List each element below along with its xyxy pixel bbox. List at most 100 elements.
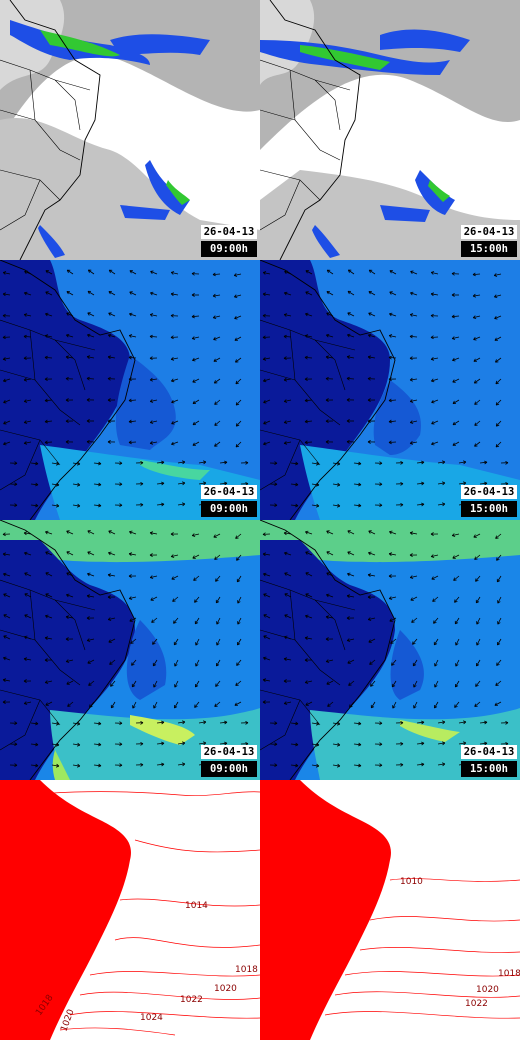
wind-vector [431,399,439,403]
wind-vector [45,637,53,640]
wind-vector-head [441,481,446,486]
wind-vector-head [150,291,154,296]
wind-vector-head [181,720,186,725]
wind-vector-head [347,333,351,338]
wind-vector [171,378,179,382]
wind-vector-head [388,334,393,338]
wind-vector [347,334,355,338]
wind-vector-head [283,313,288,317]
time-label: 15:00h [461,501,517,517]
wind-vector [495,357,502,363]
wind-vector-head [454,599,458,603]
wind-vector-head [367,355,372,360]
wind-vector-head [119,482,123,487]
wind-vector [452,336,460,339]
wind-vector [473,357,481,362]
wind-vector-head [215,599,220,604]
wind-vector [172,596,179,602]
wind-vector-head [236,557,240,561]
wind-vector [431,293,439,296]
wind-vector [304,399,313,402]
wind-vector [89,701,95,708]
wind-vector-head [195,684,199,688]
wind-vector [473,336,481,340]
wind-vector-head [452,555,456,559]
wind-vector-head [235,444,240,448]
wind-vector [24,314,32,317]
wind-vector [128,399,137,401]
wind-vector-head [213,336,217,341]
wind-vector [24,552,32,556]
wind-vector-head [86,419,90,423]
wind-vector-head [496,662,500,666]
wind-vector-head [274,503,278,508]
wind-vector-head [388,355,392,360]
wind-vector [458,482,466,485]
wind-vector-head [237,600,241,604]
timestamp-badge: 26-04-13 09:00h [201,485,257,517]
wind-vector-head [434,705,438,709]
wind-vector-head [67,703,71,707]
wind-vector-head [66,572,70,576]
wind-vector [235,533,242,539]
wind-vector-head [389,312,393,317]
wind-vector-head [191,533,196,537]
wind-vector [474,399,481,405]
wind-vector [128,441,137,443]
wind-vector-head [140,481,144,486]
wind-vector-head [284,551,288,556]
wind-vector [416,763,425,766]
wind-vector [177,503,185,506]
wind-vector [45,701,53,706]
wind-vector [305,313,313,317]
wind-vector [326,356,334,359]
wind-vector-head [400,762,404,767]
wind-vector-head [212,293,217,298]
wind-vector-head [304,377,308,382]
wind-vector [214,420,221,426]
wind-vector-head [45,530,49,535]
wind-vector-head [66,312,70,316]
wind-vector [474,701,481,707]
wind-vector-head [109,661,113,665]
wind-vector-head [367,419,371,424]
wind-vector-head [305,572,309,576]
wind-vector-head [368,639,372,643]
wind-vector [437,482,445,485]
wind-vector-head [474,556,478,560]
isobar-label: 1018 [235,965,258,975]
wind-vector [192,336,200,339]
wind-vector-head [430,313,434,318]
wind-vector [284,614,292,619]
wind-field-map [260,260,520,520]
wind-vector-head [108,312,112,316]
wind-vector-head [421,762,425,767]
wind-vector [311,743,319,746]
wind-vector [24,572,32,577]
wind-vector [284,441,292,444]
wind-vector-head [24,635,28,640]
wind-vector [3,272,11,275]
wind-vector-head [325,376,329,381]
wind-vector-head [431,399,435,404]
wind-vector-head [475,683,479,687]
wind-vector [389,270,397,275]
wind-vector-head [263,614,267,618]
wind-vector [66,551,74,556]
wind-vector-head [431,420,435,425]
wind-vector [156,482,165,485]
wind-vector-head [391,662,395,666]
wind-vector [412,659,418,667]
wind-vector [51,483,59,486]
wind-vector-head [346,419,350,423]
pressure-panel-0900: 1014 1018 1020 1022 1024 1018 1020 [0,780,260,1040]
wind-vector-head [2,335,6,340]
wind-vector [234,315,242,319]
wind-vector-head [434,663,438,667]
wind-vector [348,680,355,686]
wind-vector [474,378,481,384]
wind-vector-head [86,594,91,599]
wind-vector-head [2,700,6,704]
wind-vector-head [346,616,350,620]
wind-vector [416,461,425,464]
